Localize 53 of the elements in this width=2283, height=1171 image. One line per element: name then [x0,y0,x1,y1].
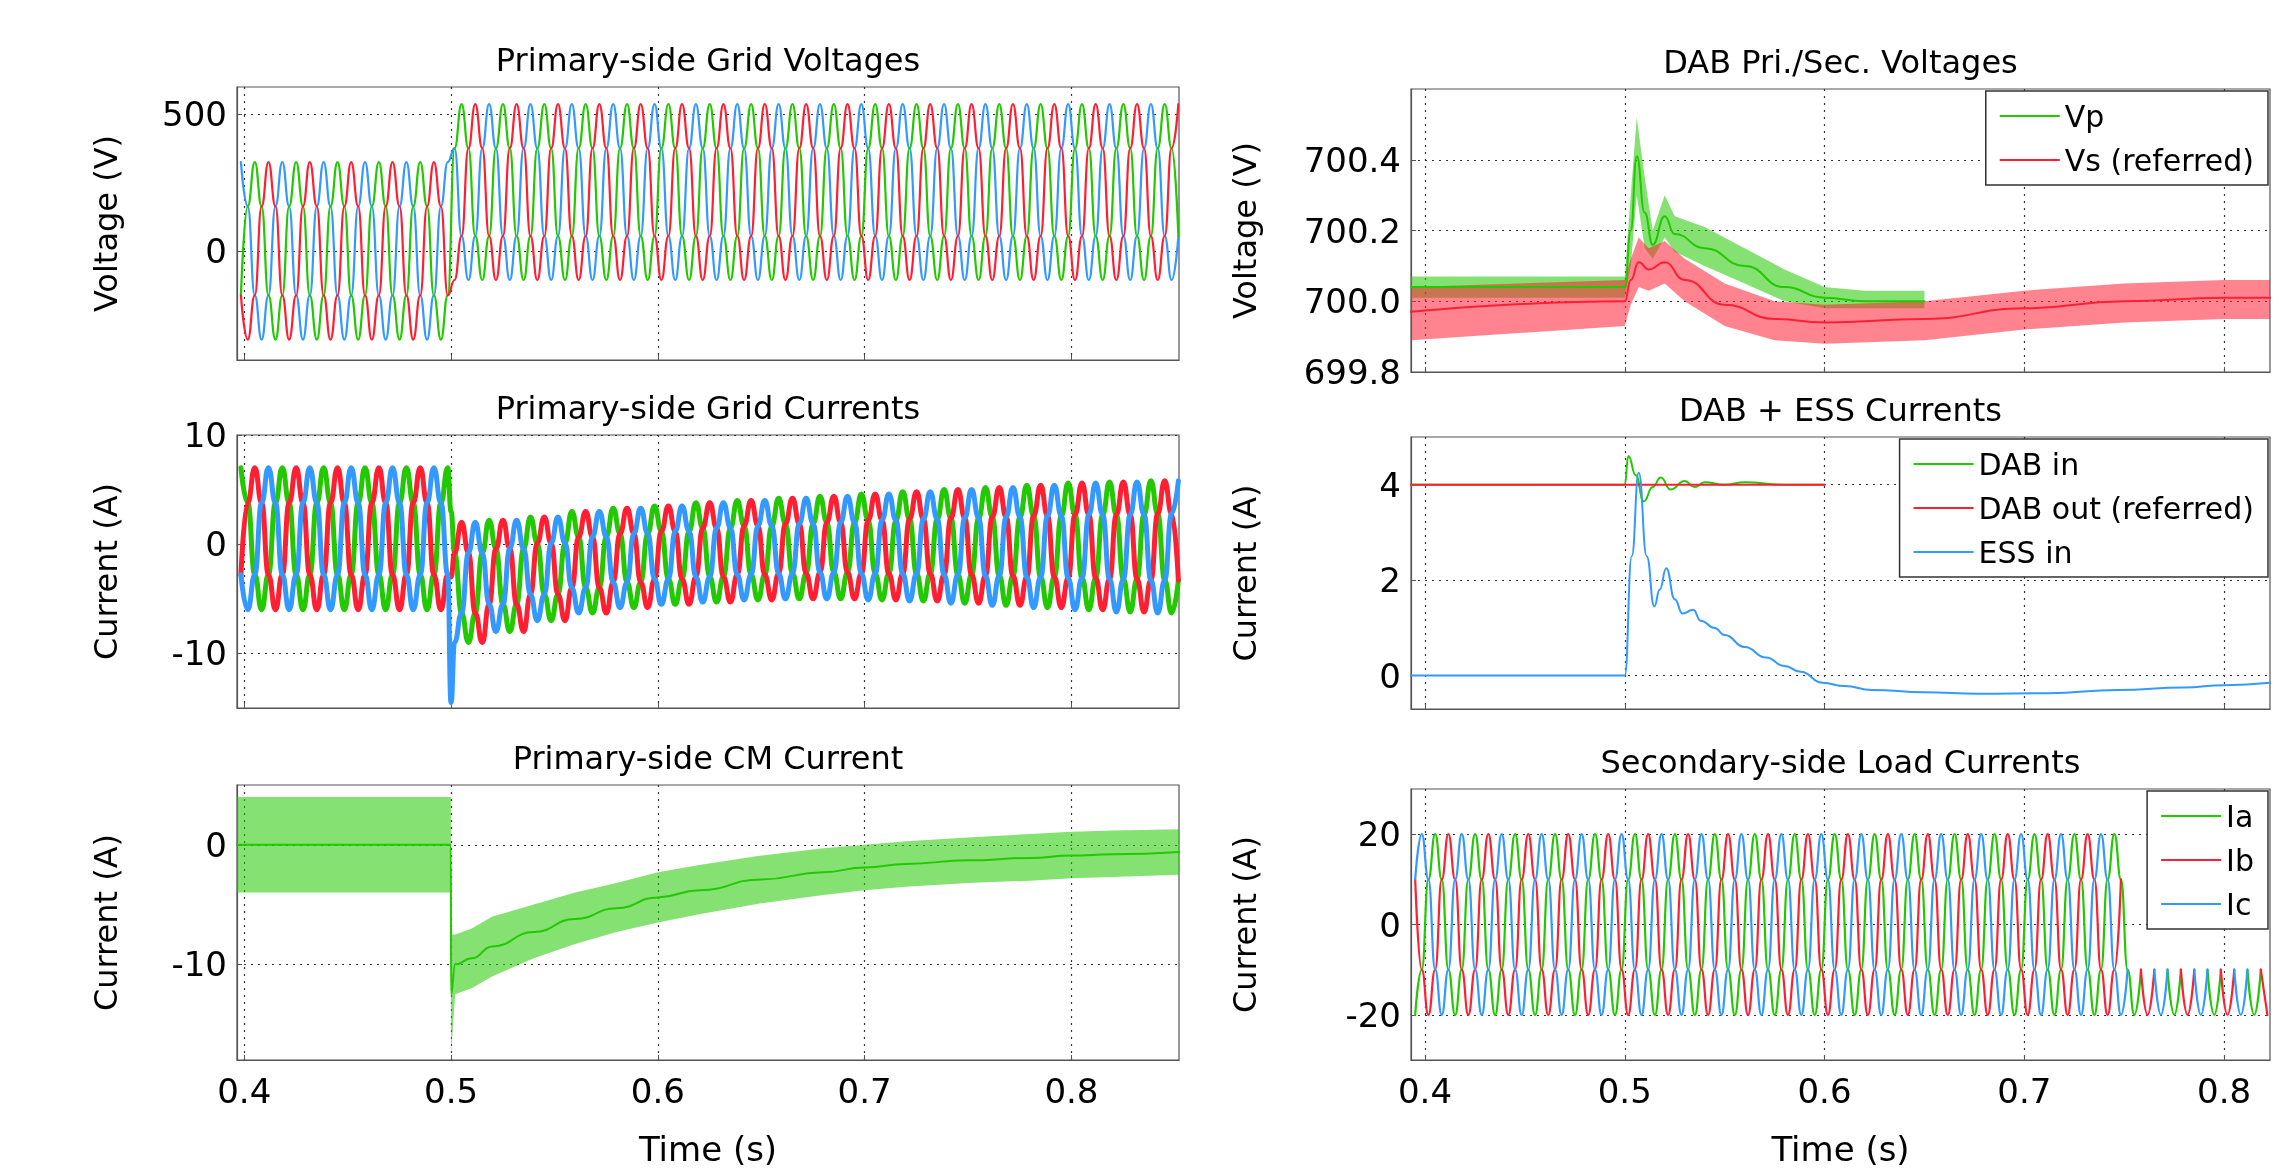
chart-title: Primary-side CM Current [511,739,905,777]
y-axis-title: Current (A) [87,833,125,1012]
x-tick-label: 0.7 [837,1071,892,1111]
line-series [236,843,1180,996]
x-tick-label: 0.8 [1044,1071,1099,1111]
y-tick-label: 0 [205,230,227,271]
y-tick-label: 700.4 [1303,139,1401,180]
y-axis-title: Current (A) [87,482,125,661]
legend-label: Ib [2226,842,2254,878]
y-tick-label: 20 [1357,814,1401,855]
y-tick-label: 0 [205,824,227,865]
legend-label: DAB in [1978,446,2080,482]
legend-label: DAB out (referred) [1978,490,2254,526]
y-tick-label: -10 [171,944,227,985]
x-tick-label: 0.7 [1997,1071,2052,1111]
y-tick-label: 0 [1379,904,1401,945]
y-tick-label: 500 [162,94,227,135]
legend-label: Ic [2226,886,2252,922]
y-tick-label: 10 [183,415,227,455]
line-series [1410,261,2271,324]
chart-title: Primary-side Grid Voltages [494,41,922,79]
y-tick-label: 699.8 [1303,352,1401,392]
x-tick-label: 0.4 [1397,1071,1453,1111]
x-tick-label: 0.4 [217,1071,272,1111]
y-axis-title: Current (A) [1226,835,1264,1014]
y-tick-label: 700.0 [1303,281,1401,322]
y-axis-title: Voltage (V) [87,134,125,313]
x-tick-label: 0.5 [424,1071,479,1111]
legend-label: Vp [2064,98,2105,134]
legend-label: Ia [2226,798,2254,834]
x-axis-title: Time (s) [1770,1129,1910,1169]
chart-title: Secondary-side Load Currents [1599,743,2082,781]
legend-label: ESS in [1978,534,2073,570]
chart-title: DAB + ESS Currents [1678,391,2003,429]
y-tick-label: 700.2 [1303,210,1401,251]
y-tick-label: -20 [1345,994,1401,1035]
y-tick-label: 4 [1379,464,1401,505]
x-tick-label: 0.6 [630,1071,685,1111]
y-tick-label: 0 [205,524,227,565]
chart-title: Primary-side Grid Currents [494,389,922,427]
x-tick-label: 0.8 [2197,1071,2252,1111]
chart-title: DAB Pri./Sec. Voltages [1662,43,2019,81]
y-axis-title: Current (A) [1226,484,1264,662]
line-series [1410,155,1926,303]
y-axis-title: Voltage (V) [1226,141,1264,320]
y-tick-label: 2 [1379,560,1401,601]
x-axis-title: Time (s) [637,1129,778,1169]
line-series [239,103,1180,341]
x-tick-label: 0.6 [1797,1071,1852,1111]
x-tick-label: 0.5 [1597,1071,1652,1111]
y-tick-label: 0 [1379,655,1401,696]
y-tick-label: -10 [171,633,227,674]
legend-label: Vs (referred) [2064,142,2255,178]
